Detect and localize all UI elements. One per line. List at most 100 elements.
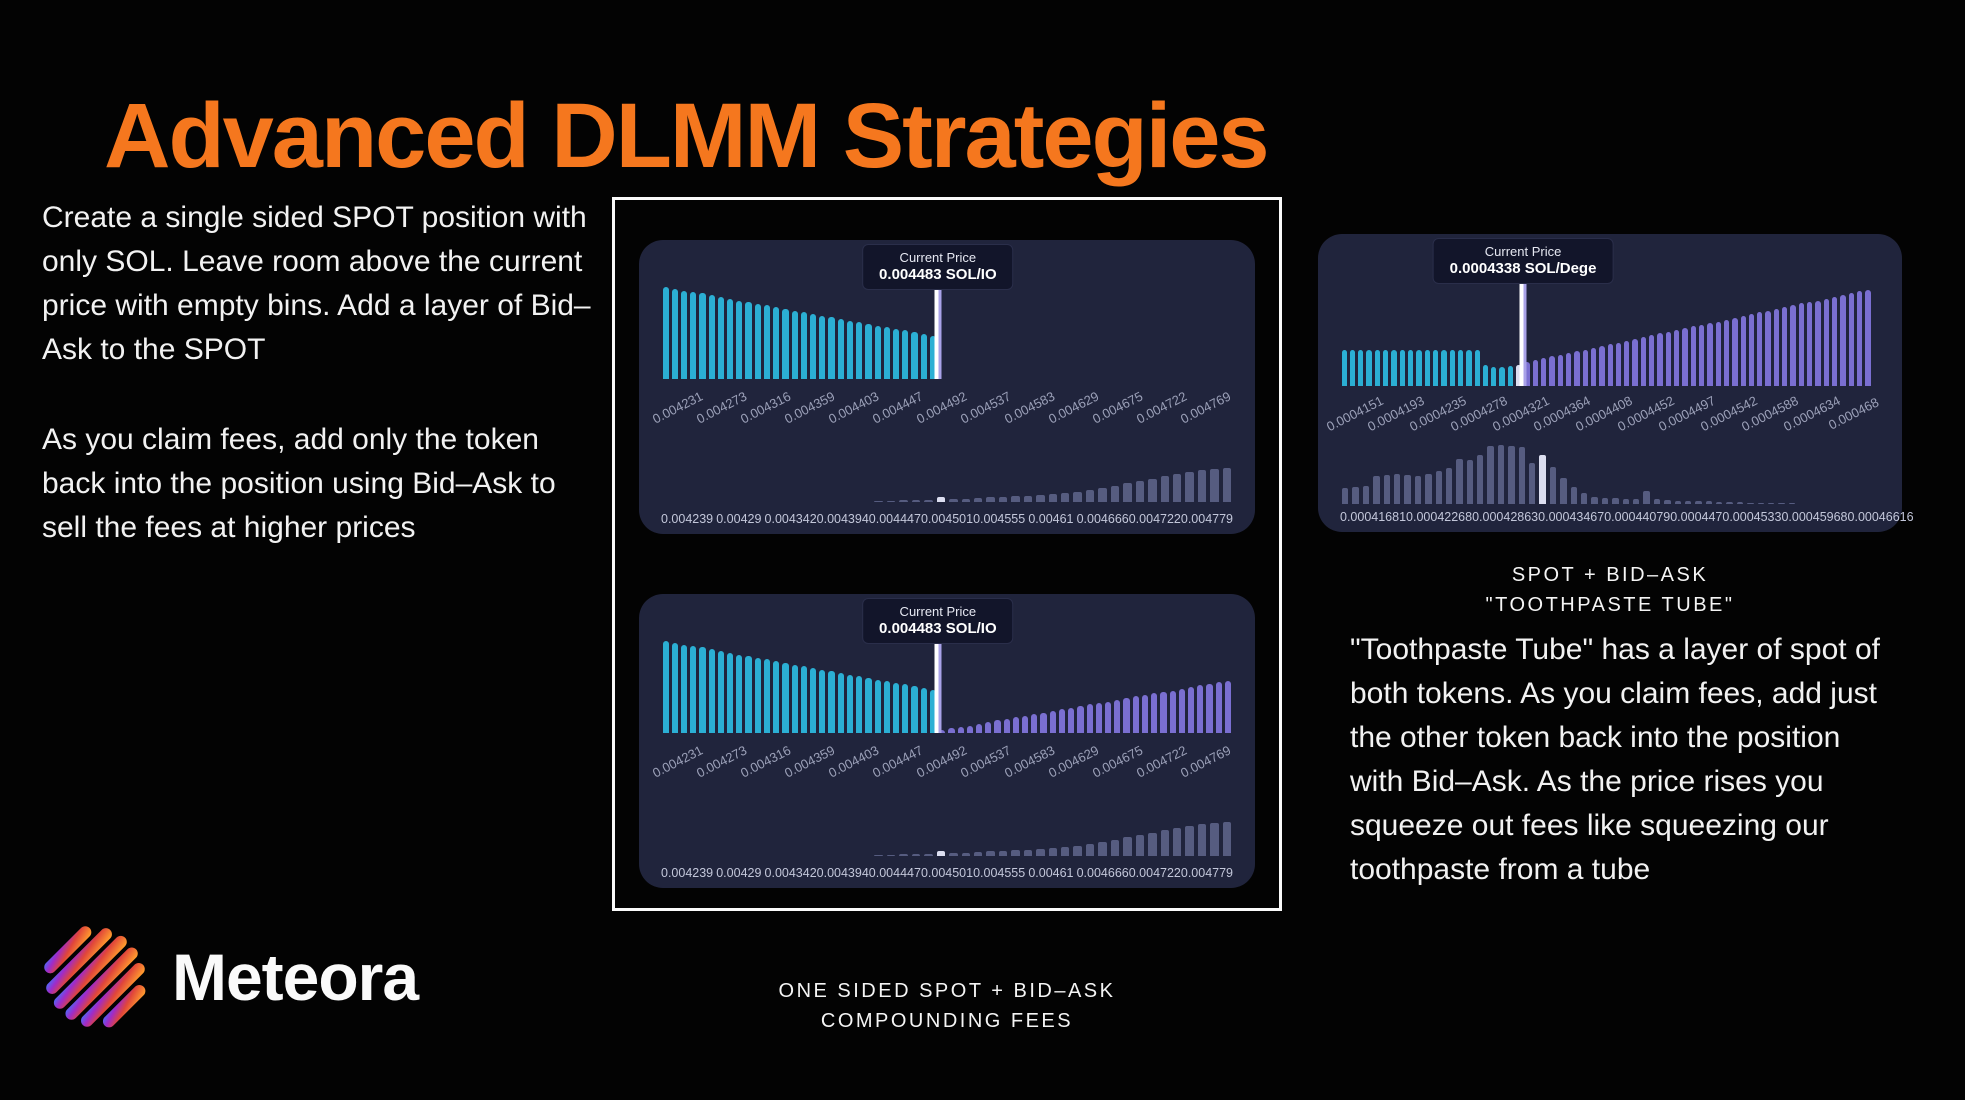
bin-bar	[1748, 314, 1755, 386]
bin-bar	[1352, 487, 1359, 504]
bin-bar	[800, 312, 807, 379]
bin-bar	[1582, 350, 1588, 386]
mini-chart-bars	[661, 798, 1233, 856]
bin-bar	[1723, 320, 1730, 386]
bin-bar	[1695, 501, 1702, 504]
bin-bar	[1643, 491, 1650, 504]
bin-bar	[1224, 681, 1232, 733]
bin-bar	[1414, 476, 1422, 504]
bin-bar	[1848, 293, 1854, 386]
bin-bar	[1391, 350, 1397, 386]
bin-bar	[1341, 350, 1347, 386]
current-price-line	[1519, 274, 1527, 386]
bin-bar	[1374, 350, 1381, 386]
bin-bar	[1773, 309, 1780, 386]
bin-bar	[1416, 350, 1422, 386]
x-tick-label: 0.004359	[782, 388, 838, 427]
liquidity-bars	[661, 641, 1233, 733]
bin-bar	[662, 287, 669, 379]
bin-bar	[708, 649, 715, 733]
bin-bar	[973, 852, 983, 856]
bin-bar	[1048, 494, 1057, 502]
bin-bar	[961, 499, 970, 502]
bin-bar	[949, 853, 958, 856]
bin-bar	[1011, 496, 1020, 502]
bin-bar	[1747, 503, 1754, 504]
x-tick-label: 0.004273	[694, 388, 750, 427]
mini-chart-bars	[661, 444, 1233, 502]
bin-bar	[948, 728, 955, 733]
chart-panel-spot-compounded: Current Price 0.004483 SOL/IO 0.004231 0.…	[639, 594, 1255, 888]
bin-bar	[1705, 501, 1713, 504]
bin-bar	[1823, 299, 1829, 386]
bin-bar	[911, 332, 918, 379]
bin-bar	[1698, 325, 1705, 386]
bin-bar	[1518, 447, 1526, 504]
bin-bar	[837, 319, 844, 379]
bin-bar	[1383, 350, 1389, 386]
bin-bar	[1456, 459, 1463, 504]
x-axis-labels: 0.004231 0.004273 0.004316 0.004359 0.004403…	[650, 386, 1233, 428]
bin-bar	[902, 684, 909, 733]
tooltip-value: 0.0004338 SOL/Dege	[1449, 260, 1597, 277]
bin-bar	[1435, 471, 1442, 504]
bin-bar	[865, 678, 872, 733]
bin-bar	[819, 316, 826, 379]
bin-bar	[1524, 362, 1530, 386]
x-tick-label: 0.004675	[1090, 388, 1146, 427]
bin-bar	[1664, 500, 1671, 504]
bin-bar	[1003, 719, 1010, 733]
bin-bar	[911, 854, 921, 856]
bin-bar	[1408, 350, 1414, 386]
bin-bar	[1632, 499, 1640, 504]
bin-bar	[680, 645, 688, 733]
x-tick-label: 0.004629	[1045, 742, 1102, 781]
bin-bar	[924, 500, 933, 502]
bin-bar	[1068, 708, 1075, 733]
caption-line-2: COMPOUNDING FEES	[820, 1010, 1074, 1032]
bin-bar	[1073, 846, 1082, 856]
caption-line-1: SPOT + BID–ASK	[1511, 564, 1709, 586]
bin-bar	[1726, 502, 1733, 504]
center-chart-frame: Current Price 0.004483 SOL/IO 0.004231 0.…	[612, 197, 1282, 911]
bin-bar	[899, 500, 908, 502]
x-tick-label: 0.004447	[870, 742, 926, 781]
bin-bar	[911, 500, 921, 502]
bin-bar	[1516, 365, 1522, 386]
bin-bar	[1148, 479, 1157, 502]
x-tick-label: 0.004722	[1134, 388, 1190, 427]
bin-bar	[986, 851, 995, 856]
bin-bar	[1607, 344, 1613, 386]
x-tick-label: 0.004492	[914, 742, 970, 781]
bin-bar	[1653, 499, 1661, 504]
bin-bar	[1482, 365, 1489, 386]
bin-bar	[1222, 468, 1232, 502]
bin-bar	[1187, 687, 1195, 733]
bin-bar	[1185, 472, 1194, 502]
bin-bar	[1657, 333, 1663, 386]
mini-x-tick-label: 0.00461	[1028, 866, 1074, 880]
x-tick-label: 0.004447	[870, 388, 926, 427]
bin-bar	[1373, 476, 1380, 504]
right-chart-caption: SPOT + BID–ASK "TOOTHPASTE TUBE"	[1334, 560, 1886, 620]
bin-bar	[1160, 692, 1167, 733]
mini-x-tick-label: 0.004501	[920, 866, 974, 880]
bin-bar	[961, 853, 970, 856]
bin-bar	[1674, 501, 1681, 504]
bin-bar	[1601, 498, 1609, 504]
bin-bar	[1684, 501, 1692, 504]
bin-bar	[1393, 474, 1401, 504]
bin-bar	[1624, 341, 1630, 386]
bin-bar	[1487, 446, 1494, 504]
bin-bar	[1160, 830, 1169, 856]
bin-bar	[1798, 303, 1804, 386]
mini-x-tick-label: 0.004779	[1180, 512, 1234, 526]
x-tick-label: 0.004273	[694, 742, 750, 781]
bin-bar	[1665, 332, 1671, 386]
x-axis-labels: 0.0004151 0.0004193 0.0004235 0.0004278 0.00…	[1324, 392, 1882, 434]
bin-bar	[1788, 503, 1796, 504]
bin-bar	[736, 655, 743, 733]
mini-x-tick-label: 0.00041681	[1340, 510, 1407, 524]
bin-bar	[1061, 493, 1070, 502]
bin-bar	[1036, 849, 1045, 856]
